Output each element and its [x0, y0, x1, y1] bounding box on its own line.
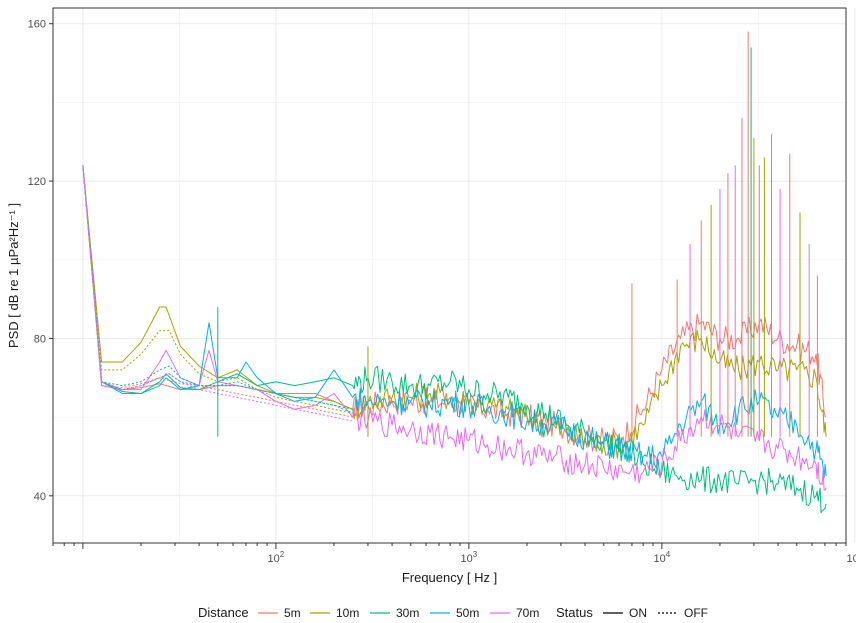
- x-tick-label: 105: [846, 550, 856, 565]
- x-tick-label: 103: [461, 550, 478, 565]
- x-axis-ticks: 102 103 104 105: [52, 543, 856, 565]
- spike-lines: [217, 31, 818, 437]
- x-axis-title: Frequency [ Hz ]: [402, 570, 497, 585]
- y-axis-ticks: 40 80 120 160: [28, 19, 53, 503]
- series-lines: [82, 165, 827, 514]
- y-tick-label: 40: [34, 491, 46, 503]
- legend-status-title: Status: [556, 605, 593, 620]
- y-tick-label: 160: [28, 19, 46, 31]
- series-line-30m-on: [82, 165, 827, 514]
- series-line-10m-off: [82, 165, 353, 414]
- series-line-70m-on: [82, 165, 827, 491]
- legend-label-70m: 70m: [516, 606, 539, 620]
- series-line-50m-on: [82, 165, 827, 479]
- legend-label-10m: 10m: [336, 606, 359, 620]
- legend-label-on: ON: [629, 606, 647, 620]
- legend-label-off: OFF: [684, 606, 708, 620]
- legend-label-50m: 50m: [456, 606, 479, 620]
- panel-border: [52, 7, 847, 544]
- legend-label-30m: 30m: [396, 606, 419, 620]
- legend-label-5m: 5m: [284, 606, 301, 620]
- series-line-30m-off: [82, 165, 353, 410]
- series-line-70m-off: [82, 165, 353, 422]
- y-axis-title: PSD [ dB re 1 µPa²Hz⁻¹ ]: [6, 203, 21, 348]
- legend-distance-title: Distance: [198, 605, 249, 620]
- legend: Distance Status 5m 10m 30m 50m 70m ON OFF: [198, 605, 708, 620]
- series-line-50m-off: [82, 165, 353, 414]
- grid-lines: [53, 8, 856, 543]
- x-tick-label: 102: [268, 550, 285, 565]
- x-tick-label: 104: [653, 550, 670, 565]
- y-tick-label: 120: [28, 176, 46, 188]
- y-tick-label: 80: [34, 333, 46, 345]
- series-line-10m-on: [82, 165, 827, 459]
- series-line-5m-off: [82, 165, 353, 418]
